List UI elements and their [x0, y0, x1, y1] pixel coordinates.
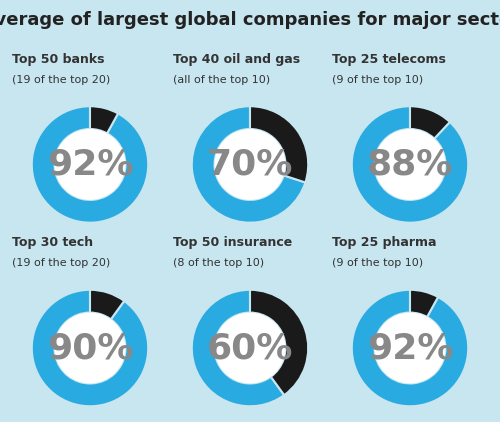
Circle shape — [214, 129, 286, 200]
Text: 92%: 92% — [367, 331, 453, 365]
Wedge shape — [352, 106, 468, 223]
Text: (19 of the top 20): (19 of the top 20) — [12, 258, 111, 268]
Wedge shape — [410, 106, 450, 138]
Text: Top 25 pharma: Top 25 pharma — [332, 236, 437, 249]
Circle shape — [374, 129, 446, 200]
Wedge shape — [32, 106, 148, 223]
Text: Coverage of largest global companies for major sectors: Coverage of largest global companies for… — [0, 11, 500, 29]
Wedge shape — [192, 106, 306, 223]
Text: 90%: 90% — [46, 331, 133, 365]
Wedge shape — [192, 290, 284, 406]
Text: 60%: 60% — [207, 331, 293, 365]
Wedge shape — [352, 290, 468, 406]
Text: (all of the top 10): (all of the top 10) — [172, 75, 270, 85]
Text: 92%: 92% — [46, 147, 133, 181]
Text: Top 25 telecoms: Top 25 telecoms — [332, 53, 446, 66]
Circle shape — [374, 313, 446, 384]
Wedge shape — [90, 290, 124, 319]
Text: Top 50 banks: Top 50 banks — [12, 53, 105, 66]
Text: Top 40 oil and gas: Top 40 oil and gas — [172, 53, 300, 66]
Wedge shape — [250, 106, 308, 182]
Wedge shape — [410, 290, 438, 317]
Text: Top 30 tech: Top 30 tech — [12, 236, 94, 249]
Wedge shape — [32, 290, 148, 406]
Circle shape — [214, 313, 286, 384]
Text: (19 of the top 20): (19 of the top 20) — [12, 75, 111, 85]
Text: 70%: 70% — [207, 147, 293, 181]
Text: (9 of the top 10): (9 of the top 10) — [332, 75, 424, 85]
Circle shape — [54, 313, 126, 384]
Text: (8 of the top 10): (8 of the top 10) — [172, 258, 264, 268]
Circle shape — [54, 129, 126, 200]
Wedge shape — [250, 290, 308, 395]
Wedge shape — [90, 106, 118, 133]
Text: 88%: 88% — [367, 147, 453, 181]
Text: Top 50 insurance: Top 50 insurance — [172, 236, 292, 249]
Text: (9 of the top 10): (9 of the top 10) — [332, 258, 424, 268]
